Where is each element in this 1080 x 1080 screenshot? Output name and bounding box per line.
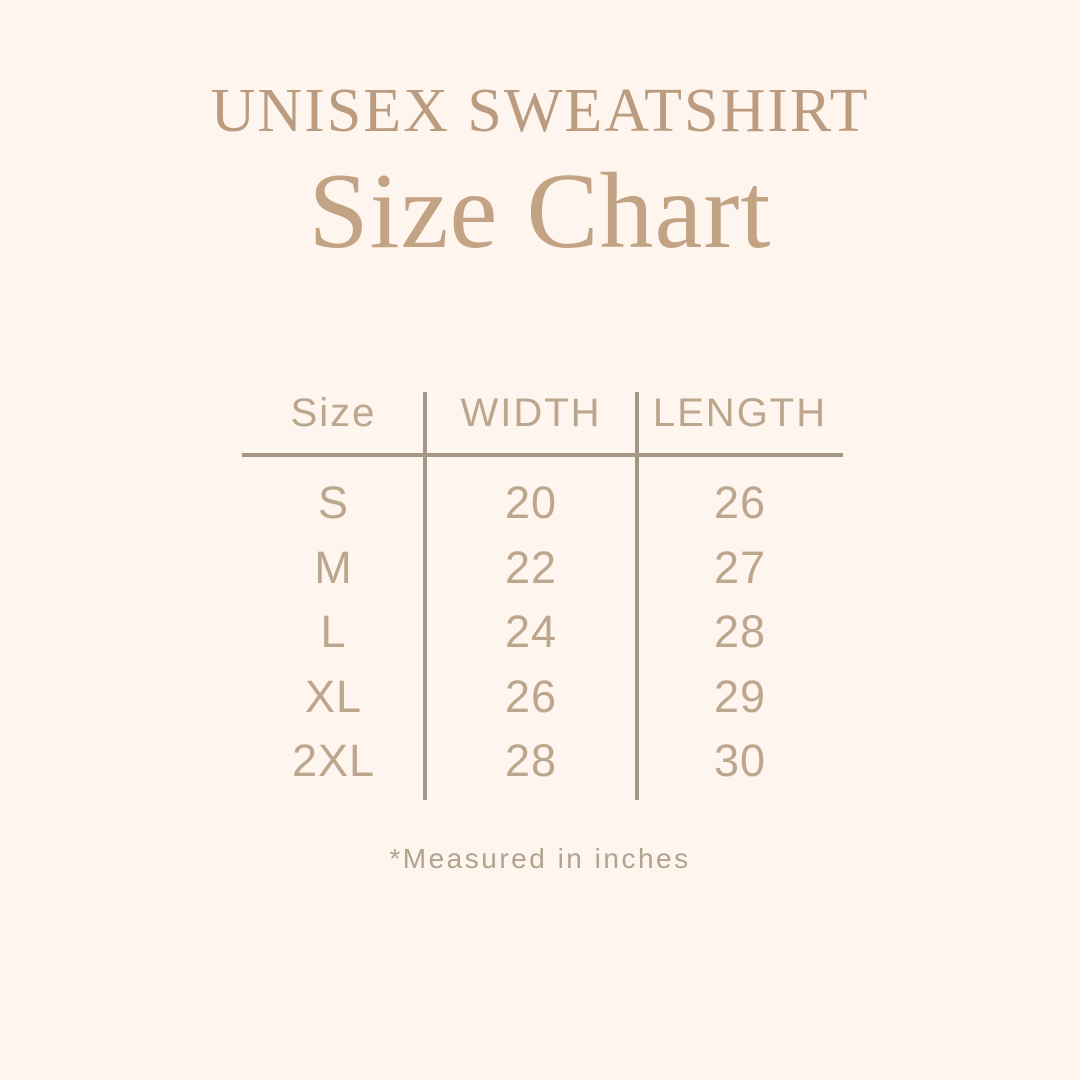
table-row: M 22 27 (242, 536, 843, 601)
size-cell: 2XL (291, 735, 376, 787)
product-name: UNISEX SWEATSHIRT (210, 77, 870, 145)
measurement-note: *Measured in inches (389, 843, 691, 874)
table-row: XL 26 29 (242, 665, 843, 730)
width-cell: 22 (504, 541, 558, 593)
length-cell: 28 (713, 606, 767, 658)
table-body: S 20 26 M 22 27 L 24 28 XL 26 29 2XL (242, 471, 843, 794)
table-row: 2XL 28 30 (242, 729, 843, 794)
size-cell: L (320, 606, 347, 658)
size-cell: S (317, 477, 349, 529)
page-title: Size Chart (308, 152, 772, 271)
length-cell: 26 (713, 477, 767, 529)
column-header-size: Size (290, 390, 377, 435)
length-cell: 27 (713, 541, 767, 593)
table-header-row: Size WIDTH LENGTH (242, 385, 843, 441)
size-cell: XL (304, 670, 363, 722)
column-header-width: WIDTH (460, 390, 602, 435)
table-row: L 24 28 (242, 600, 843, 665)
column-header-length: LENGTH (652, 390, 828, 435)
column-divider-right (635, 392, 639, 800)
width-cell: 24 (504, 606, 558, 658)
width-cell: 26 (504, 670, 558, 722)
size-table: Size WIDTH LENGTH S 20 26 M 22 27 L 24 2… (242, 385, 843, 805)
length-cell: 29 (713, 670, 767, 722)
length-cell: 30 (713, 735, 767, 787)
table-row: S 20 26 (242, 471, 843, 536)
width-cell: 20 (504, 477, 558, 529)
column-divider-left (423, 392, 427, 800)
width-cell: 28 (504, 735, 558, 787)
size-cell: M (314, 541, 353, 593)
header-divider-line (242, 453, 843, 457)
